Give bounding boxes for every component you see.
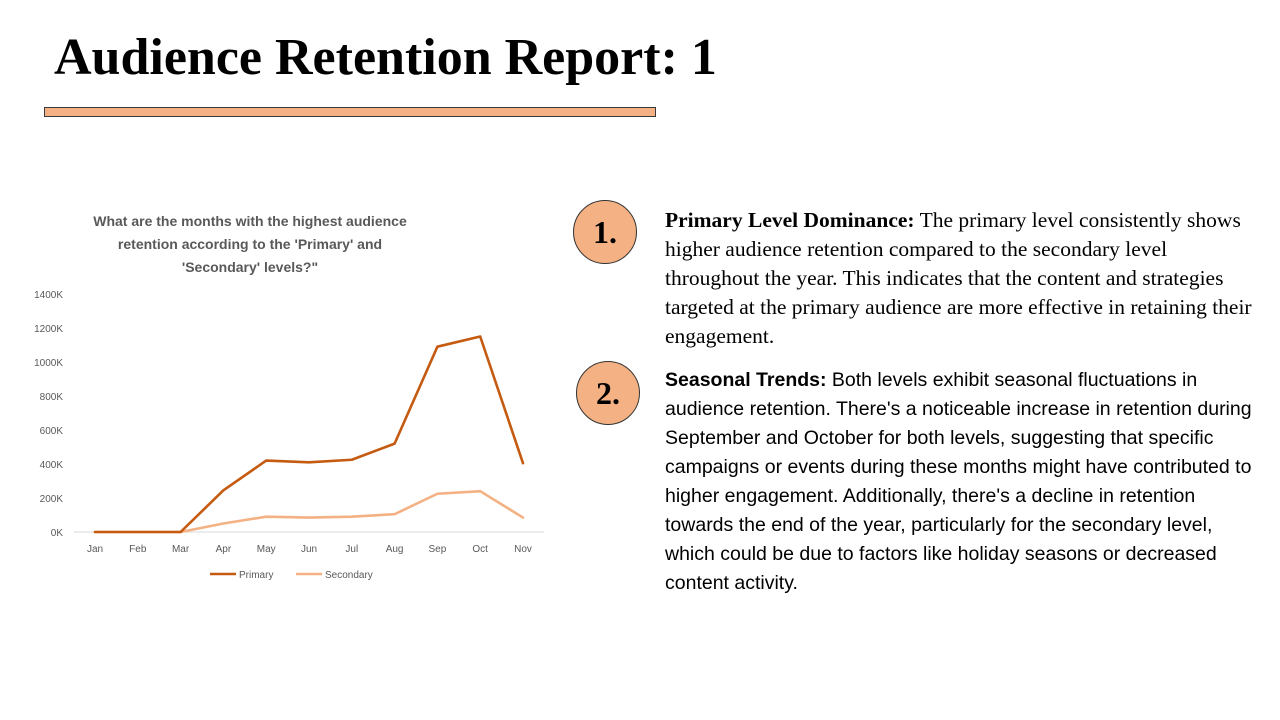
point-2-paragraph: Seasonal Trends: Both levels exhibit sea… (665, 366, 1255, 598)
x-tick-label: Sep (429, 544, 447, 555)
x-tick-label: Jun (301, 544, 317, 555)
point-2-text: Both levels exhibit seasonal fluctuation… (665, 369, 1252, 594)
y-tick-label: 200K (40, 494, 64, 505)
point-2-badge: 2. (576, 361, 640, 425)
x-tick-label: Nov (514, 544, 532, 555)
legend-label-secondary: Secondary (325, 570, 373, 581)
point-1-paragraph: Primary Level Dominance: The primary lev… (665, 206, 1255, 351)
point-1-number: 1. (593, 213, 617, 250)
x-tick-label: Mar (172, 544, 190, 555)
y-tick-label: 1400K (34, 290, 63, 301)
chart: What are the months with the highest aud… (20, 200, 560, 600)
legend-label-primary: Primary (239, 570, 273, 581)
x-tick-label: Aug (386, 544, 404, 555)
x-tick-label: May (257, 544, 276, 555)
point-2-heading: Seasonal Trends: (665, 369, 827, 391)
y-tick-label: 1200K (34, 324, 63, 335)
y-tick-label: 1000K (34, 358, 63, 369)
point-2-number: 2. (596, 374, 620, 411)
slide-title: Audience Retention Report: 1 (54, 29, 717, 86)
x-tick-label: Jul (345, 544, 358, 555)
x-tick-label: Feb (129, 544, 147, 555)
series-line-primary (93, 335, 525, 534)
point-1-heading: Primary Level Dominance: (665, 208, 915, 232)
y-tick-label: 600K (40, 426, 64, 437)
y-tick-label: 800K (40, 392, 64, 403)
point-1-badge: 1. (573, 200, 637, 264)
x-tick-label: Apr (216, 544, 232, 555)
line-chart: 0K 200K 400K 600K 800K 1000K 1200K 1400K Jan Feb M… (34, 290, 544, 581)
x-tick-label: Jan (87, 544, 103, 555)
y-tick-label: 0K (51, 528, 64, 539)
y-tick-label: 400K (40, 460, 64, 471)
series-line-secondary (93, 489, 525, 534)
x-tick-label: Oct (472, 544, 488, 555)
chart-title: What are the months with the highest aud… (93, 213, 407, 275)
title-underline (44, 107, 656, 117)
point-1-text: The primary level consistently shows hig… (665, 208, 1252, 348)
